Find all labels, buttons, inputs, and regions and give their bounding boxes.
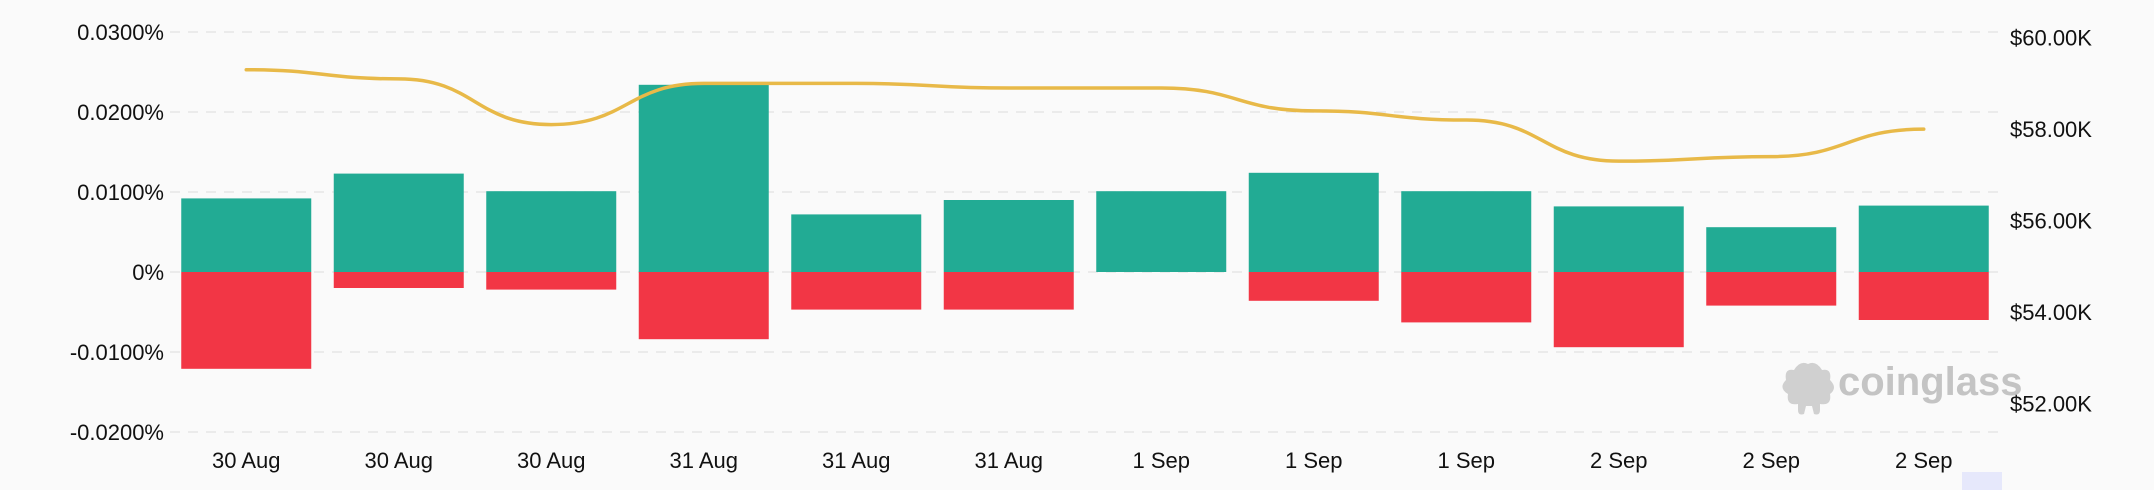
right-axis-ticks: $60.00K $58.00K $56.00K $54.00K $52.00K [2010, 26, 2092, 417]
right-tick-label: $60.00K [2010, 26, 2092, 51]
positive-bar [333, 173, 464, 272]
x-tick-label: 30 Aug [212, 448, 281, 473]
positive-bar [943, 200, 1074, 272]
negative-bar [181, 272, 312, 369]
positive-bar [1706, 227, 1837, 272]
negative-bar [486, 272, 617, 290]
positive-bar [638, 84, 769, 272]
positive-bar [486, 191, 617, 272]
watermark: coinglass [1782, 360, 2023, 415]
left-tick-label: 0.0100% [77, 180, 164, 205]
positive-bar [1858, 205, 1989, 272]
x-tick-label: 30 Aug [517, 448, 586, 473]
x-tick-label: 31 Aug [669, 448, 738, 473]
positive-bar [1248, 172, 1379, 272]
right-tick-label: $58.00K [2010, 117, 2092, 142]
left-tick-label: -0.0200% [70, 420, 164, 445]
negative-bar [1706, 272, 1837, 306]
positive-bars [181, 84, 1989, 272]
negative-bar [333, 272, 464, 288]
positive-bar [791, 214, 922, 272]
price-line [244, 67, 1926, 163]
coinglass-logo-icon [1782, 362, 1834, 415]
x-tick-label: 30 Aug [364, 448, 433, 473]
left-tick-label: 0.0300% [77, 20, 164, 45]
x-tick-label: 2 Sep [1590, 448, 1648, 473]
x-tick-label: 2 Sep [1743, 448, 1801, 473]
negative-bar [1401, 272, 1532, 323]
right-tick-label: $52.00K [2010, 391, 2092, 416]
right-tick-label: $56.00K [2010, 209, 2092, 234]
positive-bar [1096, 191, 1227, 272]
negative-bar [1248, 272, 1379, 301]
x-tick-label: 1 Sep [1133, 448, 1191, 473]
negative-bar [1858, 272, 1989, 320]
x-tick-label: 1 Sep [1438, 448, 1496, 473]
positive-bar [181, 198, 312, 272]
negative-bars [181, 272, 1989, 369]
positive-bar [1553, 206, 1684, 272]
positive-bar [1401, 191, 1532, 272]
left-tick-label: 0.0200% [77, 100, 164, 125]
negative-bar [638, 272, 769, 340]
left-tick-label: 0% [132, 260, 164, 285]
x-axis-ticks: 30 Aug 30 Aug 30 Aug 31 Aug 31 Aug 31 Aug 1 Se… [212, 448, 1953, 473]
negative-bar [1553, 272, 1684, 348]
x-tick-label: 2 Sep [1895, 448, 1953, 473]
x-tick-label: 31 Aug [822, 448, 891, 473]
negative-bar [791, 272, 922, 310]
scroll-handle[interactable] [1962, 472, 2002, 490]
right-tick-label: $54.00K [2010, 300, 2092, 325]
watermark-text: coinglass [1838, 360, 2023, 404]
x-tick-label: 1 Sep [1285, 448, 1343, 473]
left-axis-ticks: 0.0300% 0.0200% 0.0100% 0% -0.0100% -0.0200% [70, 20, 164, 445]
negative-bar [943, 272, 1074, 310]
left-tick-label: -0.0100% [70, 340, 164, 365]
x-tick-label: 31 Aug [974, 448, 1043, 473]
